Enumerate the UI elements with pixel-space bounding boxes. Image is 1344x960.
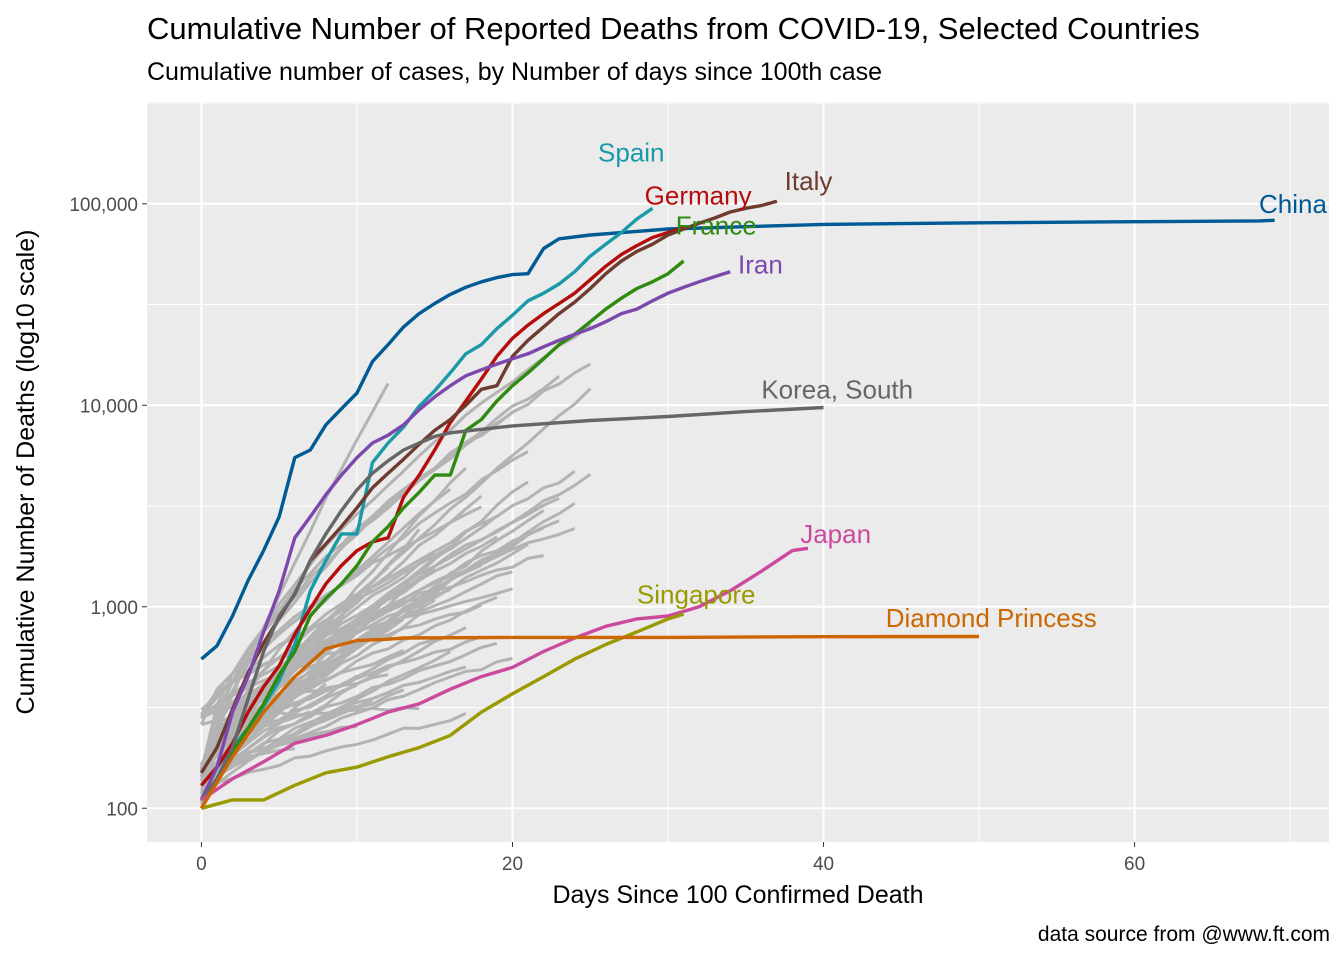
diamond-princess-label: Diamond Princess: [886, 603, 1097, 633]
other-country-line: [200, 470, 576, 712]
y-tick-label: 1,000: [90, 598, 138, 619]
japan-line: [200, 546, 809, 802]
other-country-line: [200, 683, 358, 771]
y-tick-label: 100,000: [69, 195, 138, 216]
series-lines: [199, 199, 1275, 810]
x-axis-ticks: 0 20 40 60: [196, 842, 1145, 875]
germany-label: Germany: [645, 180, 752, 210]
china-line: [200, 218, 1275, 661]
france-label: France: [676, 211, 757, 241]
series-labels: China Spain Germany Italy France Iran Korea, S…: [598, 137, 1327, 633]
japan-label: Japan: [800, 519, 871, 549]
singapore-label: Singapore: [637, 580, 756, 610]
other-country-line: [201, 706, 420, 726]
spain-label: Spain: [598, 137, 665, 167]
y-tick-label: 10,000: [80, 396, 138, 417]
x-tick-label: 60: [1124, 854, 1145, 875]
korea-south-line: [200, 405, 824, 801]
singapore-line: [200, 612, 685, 810]
chart-caption: data source from @www.ft.com: [1038, 923, 1330, 946]
italy-label: Italy: [785, 166, 833, 196]
france-line: [200, 259, 685, 801]
other-country-line: [200, 603, 483, 719]
iran-label: Iran: [738, 249, 783, 279]
y-tick-label: 100: [106, 799, 138, 820]
korea-south-label: Korea, South: [761, 374, 913, 404]
y-axis-ticks: 100 1,000 10,000 100,000: [69, 195, 147, 820]
minor-gridlines: [147, 102, 1329, 842]
x-tick-label: 20: [502, 854, 523, 875]
chart-title: Cumulative Number of Reported Deaths fro…: [147, 11, 1200, 46]
x-tick-label: 40: [813, 854, 834, 875]
iran-line: [199, 270, 731, 801]
other-country-line: [200, 699, 374, 794]
x-tick-label: 0: [196, 854, 207, 875]
diamond-princess-line: [199, 634, 980, 810]
y-axis-title: Cumulative Number of Deaths (log10 scale…: [12, 230, 40, 715]
x-axis-title: Days Since 100 Confirmed Death: [552, 881, 923, 909]
chart-subtitle: Cumulative number of cases, by Number of…: [147, 58, 882, 86]
other-country-line: [200, 535, 498, 766]
china-label: China: [1259, 189, 1327, 219]
spain-line: [200, 206, 654, 787]
